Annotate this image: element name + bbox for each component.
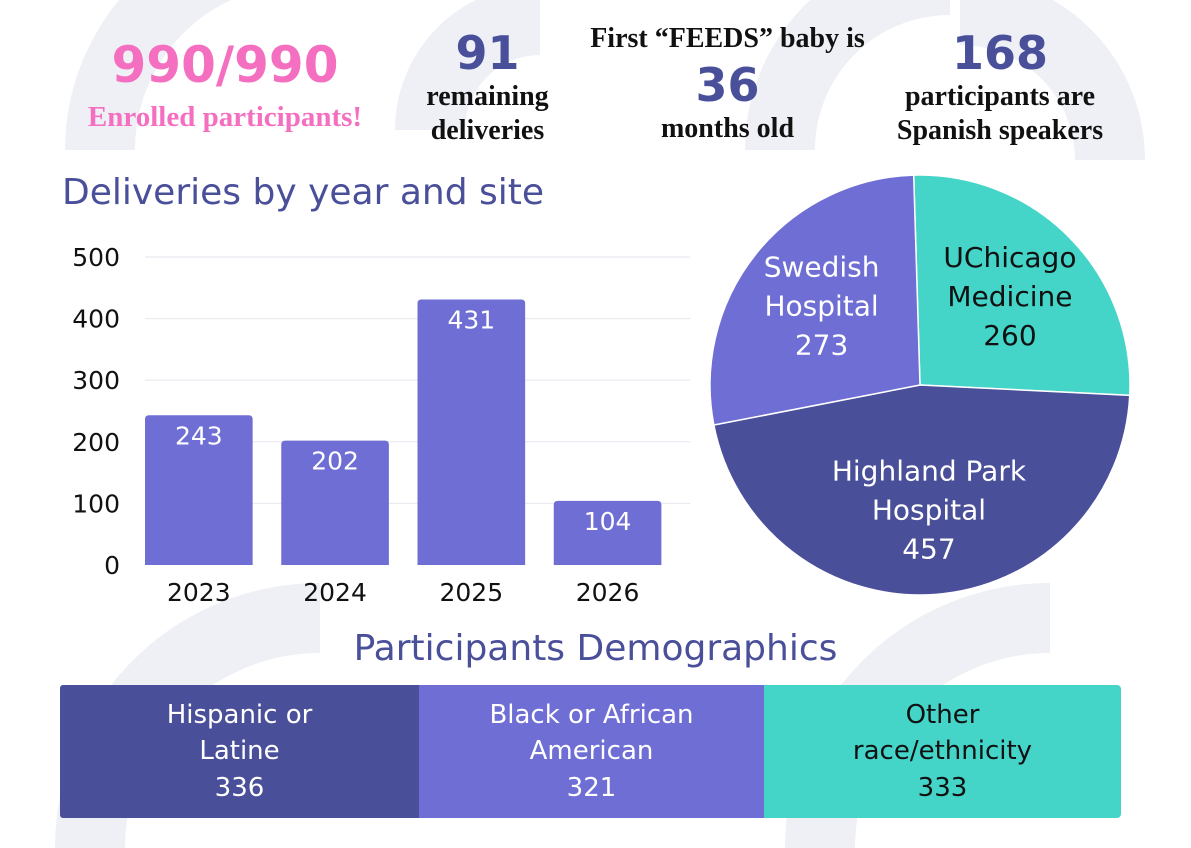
enrolled-stat: 990/990 Enrolled participants! — [55, 40, 395, 135]
pie-value-label: 260 — [983, 319, 1036, 352]
pie-slice — [912, 174, 1131, 397]
demographic-label-line2: race/ethnicity — [852, 736, 1033, 767]
feeds-pre-label: First “FEEDS” baby is — [590, 23, 865, 54]
remaining-label-line1: remaining — [426, 81, 549, 112]
y-tick-label: 500 — [72, 243, 120, 272]
y-tick-label: 100 — [72, 489, 120, 518]
demographic-hispanic-segment: Hispanic or Latine 336 — [60, 685, 419, 818]
feeds-baby-stat: First “FEEDS” baby is 36 months old — [570, 22, 885, 145]
feeds-age-value: 36 — [695, 57, 760, 112]
bar-value-label: 243 — [175, 421, 223, 450]
x-tick-label: 2026 — [576, 578, 640, 607]
bar-value-label: 104 — [584, 507, 632, 536]
demographic-other-segment: Other race/ethnicity 333 — [764, 685, 1121, 818]
remaining-label-line2: deliveries — [430, 114, 545, 146]
demographic-label-line1: Black or African — [489, 699, 694, 730]
demographic-label-line1: Hispanic or — [166, 699, 313, 730]
demographic-black-segment: Black or African American 321 — [419, 685, 764, 818]
pie-slice-label: Highland Park — [832, 455, 1027, 488]
enrolled-label: Enrolled participants! — [87, 101, 363, 133]
pie-slice — [712, 384, 1131, 596]
feeds-age-label: months old — [660, 112, 795, 144]
x-tick-label: 2023 — [167, 578, 231, 607]
spanish-speakers-stat: 168 participants are Spanish speakers — [870, 30, 1130, 147]
demographics-title: Participants Demographics — [353, 628, 838, 669]
pie-slice-label: Swedish — [764, 250, 880, 283]
bar-2024 — [281, 440, 389, 565]
pie-slice-label: Hospital — [764, 289, 878, 322]
demographic-value: 333 — [917, 772, 968, 803]
y-tick-label: 0 — [104, 551, 120, 580]
enrolled-value: 990/990 — [111, 36, 339, 94]
y-tick-label: 300 — [72, 366, 120, 395]
bar-2023 — [145, 415, 253, 565]
y-tick-label: 200 — [72, 428, 120, 457]
demographic-label-line2: Latine — [199, 736, 280, 767]
deliveries-by-site-pie-chart: UChicago Medicine 260 Highland Park Hospital… — [709, 174, 1131, 596]
y-tick-label: 400 — [72, 305, 120, 334]
pie-slice-label: Medicine — [947, 280, 1072, 313]
pie-value-label: 273 — [795, 328, 848, 361]
pie-slice-label: Hospital — [872, 494, 986, 527]
demographic-value: 321 — [566, 772, 617, 803]
bar-value-label: 431 — [447, 306, 495, 335]
remaining-deliveries-stat: 91 remaining deliveries — [405, 30, 570, 147]
bar-2025 — [417, 299, 526, 565]
pie-value-label: 457 — [902, 533, 955, 566]
x-tick-label: 2024 — [303, 578, 367, 607]
pie-slice — [709, 174, 921, 426]
deliveries-bar-chart: 0 100 200 300 400 500 243 2023 202 2024 431 2025 104… — [72, 243, 690, 607]
bar-2026 — [553, 500, 662, 565]
demographic-label-line1: Other — [905, 699, 980, 730]
demographics-bar: Hispanic or Latine 336 Black or African … — [60, 685, 1121, 818]
spanish-label-line2: Spanish speakers — [896, 114, 1104, 146]
demographic-label-line2: American — [529, 736, 654, 767]
spanish-value: 168 — [951, 26, 1049, 80]
bar-value-label: 202 — [311, 447, 359, 476]
pie-slice-label: UChicago — [943, 241, 1076, 274]
demographic-value: 336 — [214, 772, 265, 803]
remaining-value: 91 — [455, 26, 520, 80]
deliveries-title: Deliveries by year and site — [62, 172, 545, 213]
spanish-label-line1: participants are — [904, 81, 1096, 112]
x-tick-label: 2025 — [440, 578, 504, 607]
